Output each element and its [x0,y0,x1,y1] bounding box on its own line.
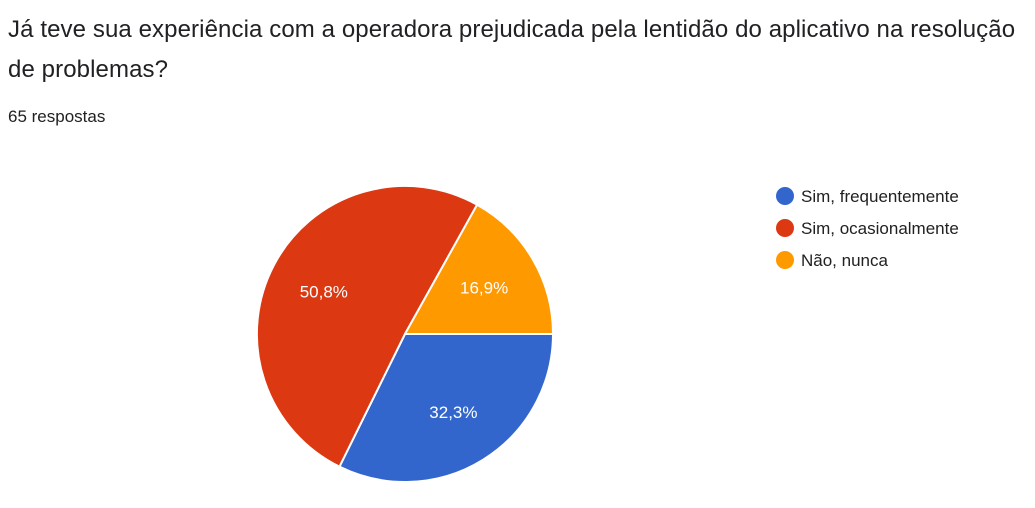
pie-data-label-1: 32,3% [429,403,477,422]
legend-marker-1[interactable] [776,187,794,205]
pie-data-label-3: 16,9% [460,279,508,298]
legend-label-1[interactable]: Sim, frequentemente [801,187,959,206]
pie-slices [255,185,554,483]
legend-marker-2[interactable] [776,219,794,237]
legend-label-2[interactable]: Sim, ocasionalmente [801,219,959,238]
pie-data-label-2: 50,8% [300,282,348,301]
pie-slice-1[interactable] [338,333,554,483]
pie-data-labels: 32,3% 50,8% 16,9% [300,279,509,422]
pie-slice-3[interactable] [404,203,554,335]
response-count: 65 respostas [8,107,106,126]
legend-label-3[interactable]: Não, nunca [801,251,888,270]
chart-legend: Sim, frequentemente Sim, ocasionalmente Nã… [776,187,959,270]
question-title: Já teve sua experiência com a operadora … [8,16,1016,83]
pie-slice-2[interactable] [255,185,479,468]
legend-marker-3[interactable] [776,251,794,269]
